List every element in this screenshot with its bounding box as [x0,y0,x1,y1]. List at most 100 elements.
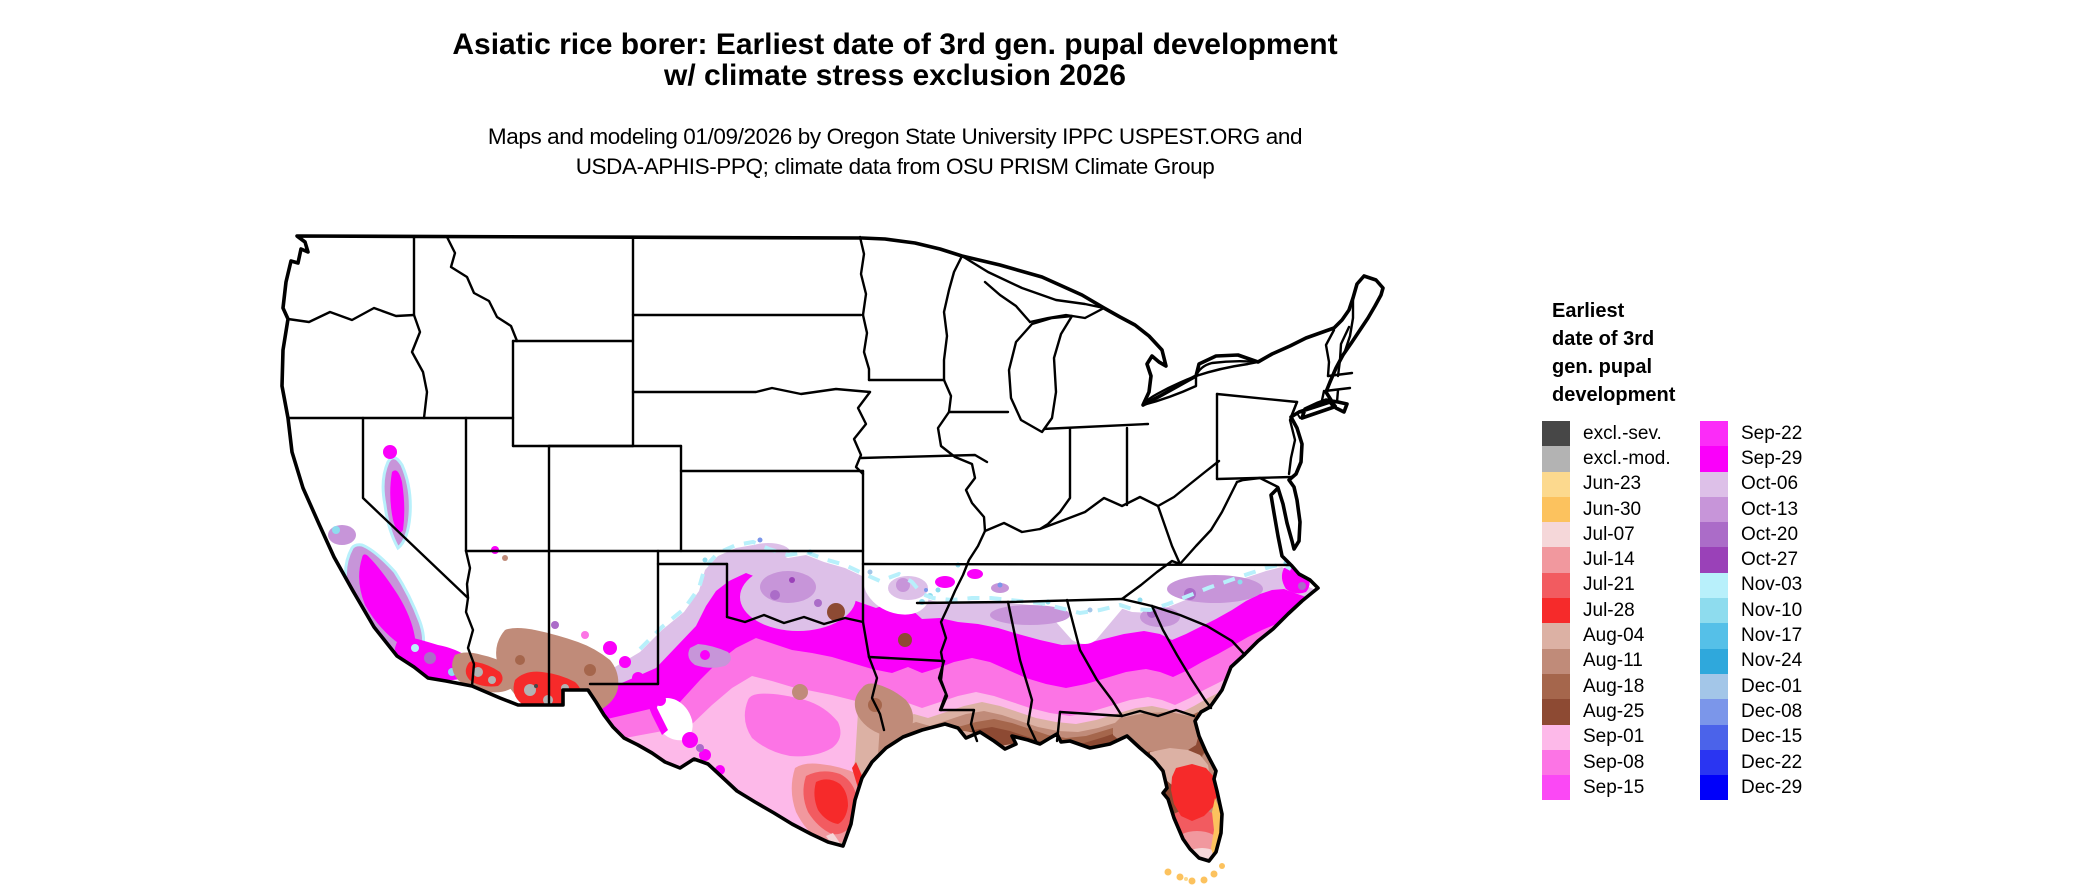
legend-swatch [1542,623,1570,649]
legend-row: Jul-21 [1542,572,1671,599]
legend-label: Jun-23 [1583,473,1642,495]
legend-swatch [1542,471,1570,497]
legend-title-line: Earliest [1552,300,1625,322]
legend-label: Sep-22 [1741,422,1803,444]
legend-label: Aug-25 [1583,700,1645,722]
legend-row: Aug-25 [1542,699,1671,725]
legend-row: Aug-11 [1542,648,1671,674]
legend-label: Sep-29 [1741,447,1803,469]
legend-row: Dec-01 [1700,673,1803,700]
legend-row: Jul-28 [1542,598,1671,624]
map-subtitle-line1: Maps and modeling 01/09/2026 by Oregon S… [487,124,1303,149]
legend-swatch [1700,648,1728,674]
legend-row: Jul-14 [1542,547,1671,573]
legend-label: Oct-13 [1741,498,1799,520]
nation-outline [280,234,1385,863]
legend-swatch [1542,648,1570,674]
legend-label: Aug-18 [1583,675,1645,697]
legend-label: Jul-28 [1583,599,1635,621]
raster-layer [328,445,1345,861]
legend-label: Dec-15 [1741,726,1803,748]
legend-swatch [1700,775,1728,801]
legend-swatch [1700,623,1728,649]
legend-title-line: development [1552,384,1676,406]
legend-label: Jun-30 [1583,498,1642,520]
legend-column-left: excl.-sev. excl.-mod. Jun-23 Jun-30 Jul-07 Ju… [1542,421,1671,801]
map-subtitle-line2: USDA-APHIS-PPQ; climate data from OSU PR… [575,154,1215,179]
legend-swatch [1542,749,1570,776]
lake-michigan [1007,314,1074,434]
legend-row: excl.-sev. [1542,421,1671,447]
legend-label: Nov-17 [1741,625,1803,647]
florida-keys [1164,863,1225,885]
lake-ontario [1194,360,1260,378]
legend-row: Oct-20 [1700,522,1802,548]
map-title: Asiatic rice borer: Earliest date of 3rd… [0,29,1790,91]
legend-row: Oct-27 [1700,547,1802,573]
legend-label: excl.-sev. [1583,422,1662,444]
legend-label: Nov-24 [1741,650,1803,672]
legend-row: Jun-23 [1542,471,1671,497]
legend-label: Sep-08 [1583,751,1645,773]
legend-swatch [1542,775,1570,801]
legend-row: Sep-29 [1700,446,1803,472]
legend-row: Dec-29 [1700,775,1803,801]
legend-swatch [1542,673,1570,700]
legend-swatch [1542,724,1570,750]
legend-row: Aug-18 [1542,673,1671,700]
legend-row: Nov-24 [1700,648,1803,674]
legend-label: Dec-29 [1741,776,1803,798]
legend-row: Sep-15 [1542,775,1671,801]
legend-label: Oct-20 [1741,523,1799,545]
legend-label: Aug-11 [1583,650,1643,672]
legend-row: excl.-mod. [1542,446,1671,472]
legend-swatch [1700,446,1728,472]
legend-swatch [1542,446,1570,472]
legend-swatch [1700,724,1728,750]
legend-row: Aug-04 [1542,623,1671,649]
legend-label: Aug-04 [1583,625,1645,647]
legend-swatch [1700,699,1728,725]
legend-label: Nov-10 [1741,599,1803,621]
legend-row: Jun-30 [1542,496,1671,523]
legend-label: Jul-07 [1583,523,1635,545]
legend-label: Sep-01 [1583,726,1645,748]
legend-swatch [1700,522,1728,548]
legend-label: Dec-08 [1741,700,1803,722]
legend-row: Sep-01 [1542,724,1671,750]
legend-swatch [1542,572,1570,599]
legend-title-line: date of 3rd [1552,328,1655,350]
great-lakes [1007,314,1337,434]
legend-swatch [1700,496,1728,523]
legend-title: Earliest date of 3rd gen. pupal developm… [1552,297,1742,409]
legend-row: Sep-08 [1542,749,1671,776]
legend-label: Oct-27 [1741,549,1799,571]
legend-swatch [1542,699,1570,725]
legend-row: Dec-08 [1700,699,1803,725]
legend-label: Oct-06 [1741,473,1799,495]
legend-swatch [1700,749,1728,776]
map-title-line2: w/ climate stress exclusion 2026 [664,59,1126,92]
legend-row: Dec-15 [1700,724,1803,750]
legend-swatch [1700,471,1728,497]
legend-swatch [1700,547,1728,573]
legend-row: Dec-22 [1700,749,1803,776]
legend-label: Jul-21 [1583,574,1635,596]
legend-label: Dec-22 [1741,751,1803,773]
legend-row: Nov-10 [1700,598,1803,624]
legend-row: Sep-22 [1700,421,1803,447]
legend-column-right: Sep-22 Sep-29 Oct-06 Oct-13 Oct-20 Oct-27 Nov-… [1700,421,1803,801]
legend-swatch [1542,547,1570,573]
legend-row: Jul-07 [1542,522,1671,548]
legend-label: Sep-15 [1583,776,1645,798]
legend-swatch [1542,496,1570,523]
legend-swatch [1542,522,1570,548]
legend-swatch [1542,421,1570,447]
legend-label: Dec-01 [1741,675,1803,697]
legend-swatch [1542,598,1570,624]
legend-swatch [1700,673,1728,700]
map-title-line1: Asiatic rice borer: Earliest date of 3rd… [452,28,1338,61]
legend-label: Jul-14 [1583,549,1635,571]
